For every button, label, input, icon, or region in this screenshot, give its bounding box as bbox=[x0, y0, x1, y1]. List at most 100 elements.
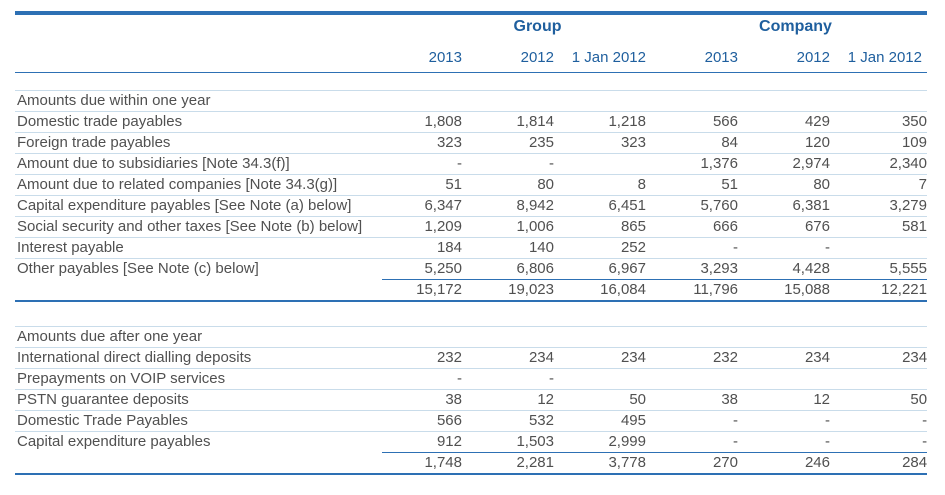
row-value: 80 bbox=[462, 174, 554, 196]
total-label-cell bbox=[15, 452, 382, 475]
row-value: 109 bbox=[830, 132, 927, 154]
row-value bbox=[830, 237, 927, 259]
section2-title: Amounts due after one year bbox=[17, 328, 203, 345]
row-value bbox=[554, 368, 646, 390]
row-value: 234 bbox=[554, 347, 646, 369]
row-value: 1,209 bbox=[382, 216, 462, 238]
row-value: 5,555 bbox=[830, 258, 927, 280]
row-value: 252 bbox=[554, 237, 646, 259]
row-value: 666 bbox=[646, 216, 738, 238]
row-value: - bbox=[462, 153, 554, 175]
row-value: 4,428 bbox=[738, 258, 830, 280]
row-label: PSTN guarantee deposits bbox=[15, 389, 382, 411]
row-value: 5,250 bbox=[382, 258, 462, 280]
row-value: 120 bbox=[738, 132, 830, 154]
total-value: 246 bbox=[738, 452, 830, 475]
row-value: 2,340 bbox=[830, 153, 927, 175]
row-value: 7 bbox=[830, 174, 927, 196]
row-label: Interest payable bbox=[15, 237, 382, 259]
section2-top-rule bbox=[15, 326, 927, 327]
row-label: Amount due to subsidiaries [Note 34.3(f)… bbox=[15, 153, 382, 175]
row-value: 8,942 bbox=[462, 195, 554, 217]
row-value: - bbox=[646, 431, 738, 453]
row-value: 84 bbox=[646, 132, 738, 154]
row-value bbox=[738, 368, 830, 390]
row-value: 676 bbox=[738, 216, 830, 238]
row-value: - bbox=[382, 368, 462, 390]
section1-title: Amounts due within one year bbox=[17, 92, 211, 109]
row-value: 429 bbox=[738, 111, 830, 133]
row-value: 51 bbox=[382, 174, 462, 196]
total-value: 15,172 bbox=[382, 279, 462, 302]
total-value: 19,023 bbox=[462, 279, 554, 302]
row-label: International direct dialling deposits bbox=[15, 347, 382, 369]
total-value: 3,778 bbox=[554, 452, 646, 475]
row-value: 495 bbox=[554, 410, 646, 432]
row-value: 6,381 bbox=[738, 195, 830, 217]
row-value: 865 bbox=[554, 216, 646, 238]
table-row: Capital expenditure payables 912 1,503 2,99… bbox=[15, 431, 928, 453]
row-value: 6,347 bbox=[382, 195, 462, 217]
row-value: 184 bbox=[382, 237, 462, 259]
table-row: Other payables [See Note (c) below] 5,250… bbox=[15, 258, 927, 280]
row-value: 12 bbox=[738, 389, 830, 411]
total-value: 270 bbox=[646, 452, 738, 475]
row-value: - bbox=[830, 410, 928, 432]
row-value: 234 bbox=[830, 347, 928, 369]
total-row: 15,172 19,023 16,084 11,796 15,088 12,221 bbox=[15, 279, 927, 302]
col-company-2013: 2013 bbox=[704, 49, 738, 66]
row-value: - bbox=[646, 237, 738, 259]
top-rule bbox=[15, 11, 927, 15]
col-group-2012: 2012 bbox=[520, 49, 554, 66]
row-value: 232 bbox=[646, 347, 738, 369]
total-value: 16,084 bbox=[554, 279, 646, 302]
row-value: 38 bbox=[646, 389, 738, 411]
row-value: - bbox=[738, 431, 830, 453]
row-value: 566 bbox=[646, 111, 738, 133]
total-value: 12,221 bbox=[830, 279, 927, 302]
row-value: 323 bbox=[554, 132, 646, 154]
row-value: - bbox=[646, 410, 738, 432]
row-value: 6,806 bbox=[462, 258, 554, 280]
table-row: Foreign trade payables 323 235 323 84 120 109 bbox=[15, 132, 927, 154]
total-label-cell bbox=[15, 279, 382, 302]
row-value: - bbox=[830, 431, 928, 453]
row-value: 350 bbox=[830, 111, 927, 133]
col-group-1jan2012: 1 Jan 2012 bbox=[571, 49, 646, 66]
row-value: 1,503 bbox=[462, 431, 554, 453]
row-label: Foreign trade payables bbox=[15, 132, 382, 154]
row-value: 232 bbox=[382, 347, 462, 369]
table-row: International direct dialling deposits 23… bbox=[15, 347, 928, 369]
row-label: Amount due to related companies [Note 34… bbox=[15, 174, 382, 196]
row-label: Capital expenditure payables [See Note (… bbox=[15, 195, 382, 217]
row-value: 12 bbox=[462, 389, 554, 411]
row-value: 234 bbox=[738, 347, 830, 369]
row-value: 51 bbox=[646, 174, 738, 196]
total-value: 11,796 bbox=[646, 279, 738, 302]
row-value: 80 bbox=[738, 174, 830, 196]
row-value: 2,974 bbox=[738, 153, 830, 175]
row-value bbox=[554, 153, 646, 175]
row-value: 6,451 bbox=[554, 195, 646, 217]
table-row: Prepayments on VOIP services - - bbox=[15, 368, 928, 390]
row-value: 5,760 bbox=[646, 195, 738, 217]
table-row: Interest payable 184 140 252- - bbox=[15, 237, 927, 259]
header-rule bbox=[15, 72, 927, 73]
row-value: - bbox=[738, 410, 830, 432]
total-value: 284 bbox=[830, 452, 928, 475]
row-value: 1,218 bbox=[554, 111, 646, 133]
col-company-1jan2012: 1 Jan 2012 bbox=[847, 49, 922, 66]
row-label: Social security and other taxes [See Not… bbox=[15, 216, 382, 238]
row-value: - bbox=[462, 368, 554, 390]
section1-title-row: Amounts due within one year bbox=[15, 91, 927, 112]
table-row: PSTN guarantee deposits 38 12 50 38 12 50 bbox=[15, 389, 928, 411]
section2-table: Amounts due after one year International… bbox=[15, 327, 928, 475]
total-value: 2,281 bbox=[462, 452, 554, 475]
row-label: Domestic Trade Payables bbox=[15, 410, 382, 432]
row-value: 1,808 bbox=[382, 111, 462, 133]
row-label: Domestic trade payables bbox=[15, 111, 382, 133]
table-row: Amount due to related companies [Note 34… bbox=[15, 174, 927, 196]
section1-table: Amounts due within one year Domestic tra… bbox=[15, 91, 927, 302]
row-value: 8 bbox=[554, 174, 646, 196]
